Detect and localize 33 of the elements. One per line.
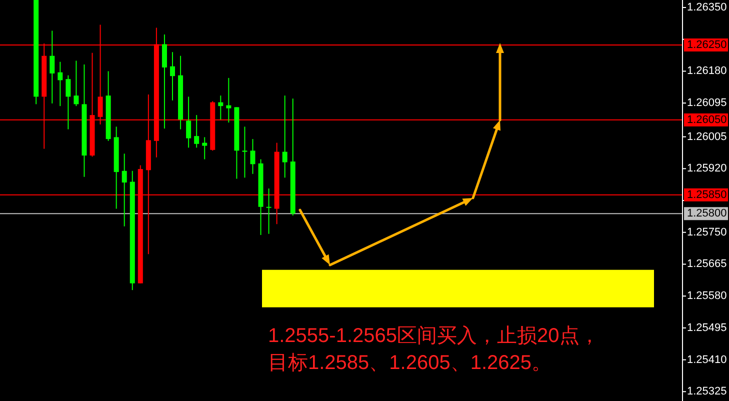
candlestick <box>170 52 176 101</box>
candlestick <box>266 188 272 234</box>
ref-line-label: 1.26250 <box>687 38 727 51</box>
candlestick <box>242 126 248 178</box>
y-tick-label: 1.25410 <box>687 354 727 366</box>
candlestick <box>58 61 63 107</box>
annotation: 目标1.2585、1.2605、1.2625。 <box>268 352 552 374</box>
y-tick-label: 1.26005 <box>687 130 727 143</box>
candlestick <box>202 136 208 160</box>
y-tick-label: 1.26180 <box>687 65 727 78</box>
candlestick <box>74 60 79 107</box>
candlestick <box>250 138 256 174</box>
ref-line-label: 1.26050 <box>687 114 727 126</box>
y-tick-label: 1.25325 <box>687 386 727 398</box>
candlestick <box>50 30 55 104</box>
y-tick-label: 1.26095 <box>687 97 727 110</box>
candlestick <box>218 95 224 120</box>
ref-line-label: 1.25800 <box>687 208 727 220</box>
y-tick-label: 1.25495 <box>687 322 727 334</box>
y-tick-label: 1.25750 <box>687 226 727 238</box>
candlestick <box>66 74 71 130</box>
y-tick-label: 1.25665 <box>687 258 727 270</box>
annotation: 1.2555-1.2565区间买入，止损20点， <box>268 325 600 347</box>
y-tick-label: 1.26350 <box>687 1 727 14</box>
candlestick <box>226 77 232 124</box>
y-tick-label: 1.25580 <box>687 290 727 302</box>
candlestick <box>282 95 288 178</box>
candlestick <box>122 153 127 227</box>
candlestick <box>186 96 192 148</box>
ref-line-label: 1.25850 <box>687 188 727 201</box>
y-tick-label: 1.25920 <box>687 162 727 175</box>
candlestick <box>162 34 167 130</box>
candlestick <box>194 114 200 148</box>
